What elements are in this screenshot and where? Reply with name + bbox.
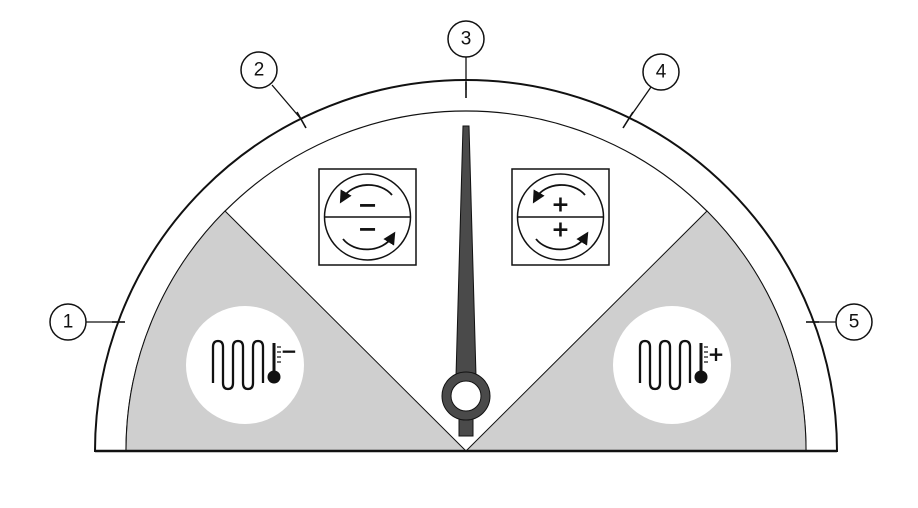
increase-lower-arrow (535, 231, 589, 251)
callout-label-4: 4 (656, 62, 667, 83)
callout-label-5: 5 (849, 312, 860, 333)
heat-increase-badge (613, 306, 731, 424)
callout-bubble-5 (835, 303, 873, 341)
needle-pivot-hole (450, 380, 482, 412)
dial-needle (441, 125, 491, 437)
thermometer-ticks-left (277, 346, 281, 363)
heat-decrease-symbol: − (186, 306, 304, 424)
tick-2 (296, 111, 307, 129)
callouts: 1 2 3 4 5 (49, 20, 873, 341)
callout-bubble-2 (240, 51, 278, 89)
decrease-bottom-sign: − (357, 215, 377, 243)
callout-label-3: 3 (461, 29, 472, 50)
callout-bubble-4 (642, 53, 680, 91)
increase-upper-arrow (532, 184, 586, 204)
heater-coil-icon-left (211, 339, 265, 391)
decrease-adjust-button: − − (318, 168, 417, 266)
callout-bubble-1 (49, 303, 87, 341)
decrease-lower-arrow (342, 231, 396, 251)
heat-increase-symbol: + (613, 306, 731, 424)
callout-bubble-3 (447, 20, 485, 58)
thermometer-bulb-left (267, 370, 281, 384)
callout-label-2: 2 (254, 60, 265, 81)
thermometer-bulb-right (694, 370, 708, 384)
thermometer-ticks-right (704, 346, 708, 363)
decrease-upper-arrow (339, 184, 393, 204)
increase-bottom-sign: + (551, 218, 569, 243)
callout-leader-4 (627, 86, 652, 121)
increase-adjust-button: + + (511, 168, 610, 266)
heat-decrease-badge (186, 306, 304, 424)
heater-coil-icon-right (638, 339, 692, 391)
callout-leader-2 (271, 84, 302, 120)
heat-increase-sign: + (708, 342, 725, 366)
increase-top-sign: + (551, 193, 569, 218)
heat-decrease-sign: − (281, 339, 298, 363)
callout-label-1: 1 (63, 312, 74, 333)
decrease-top-sign: − (357, 191, 377, 219)
